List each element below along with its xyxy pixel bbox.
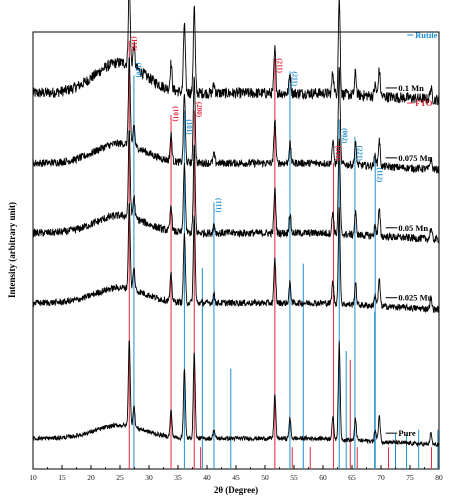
peak-label-1: (110) <box>134 63 142 78</box>
x-tick-label-1: 15 <box>58 473 66 482</box>
series-label-2: 0.05 Mn <box>398 223 428 233</box>
peak-label-6: (211) <box>275 58 283 73</box>
x-tick-label-11: 65 <box>348 473 356 482</box>
pattern-line-3 <box>32 202 440 314</box>
diffraction-patterns <box>32 0 440 448</box>
x-tick-label-3: 25 <box>116 473 124 482</box>
legend-entry-0: Rutile <box>415 30 437 40</box>
x-tick-label-10: 60 <box>319 473 327 482</box>
x-tick-label-14: 80 <box>435 473 443 482</box>
y-axis-title: Intensity (arbitrary unit) <box>7 202 17 298</box>
x-tick-label-4: 30 <box>145 473 153 482</box>
peak-label-2: (101) <box>172 106 180 122</box>
legend: Rutile FTO <box>407 30 438 108</box>
peak-label-7: (211) <box>290 71 298 86</box>
x-tick-label-12: 70 <box>377 473 385 482</box>
series-label-3: 0.025 Mn <box>398 293 432 303</box>
pattern-line-1 <box>32 57 440 174</box>
x-tick-label-6: 40 <box>203 473 211 482</box>
peak-label-8: (310) <box>334 146 342 162</box>
x-tick-label-0: 10 <box>29 473 37 482</box>
x-axis-ticks: 10 15 20 25 30 35 40 45 50 55 60 65 70 75 80 <box>29 465 443 482</box>
legend-entry-1: FTO <box>415 98 433 108</box>
x-tick-label-7: 45 <box>232 473 240 482</box>
plot-frame <box>32 31 440 470</box>
series-label-4: Pure <box>398 428 416 438</box>
peak-label-5: (111) <box>214 198 222 213</box>
peak-label-3: (101) <box>185 119 193 135</box>
peak-label-11: (112) <box>376 167 384 182</box>
x-tick-label-13: 75 <box>406 473 414 482</box>
pattern-line-4 <box>32 340 440 448</box>
x-tick-label-2: 20 <box>87 473 95 482</box>
x-tick-label-5: 35 <box>174 473 182 482</box>
x-axis-title: 2θ (Degree) <box>214 485 258 495</box>
peak-label-9: (002) <box>340 128 348 144</box>
peak-label-0: (110) <box>130 36 138 51</box>
series-label-1: 0.075 Mn <box>398 153 432 163</box>
x-tick-label-8: 50 <box>261 473 269 482</box>
series-label-0: 0.1 Mn <box>398 83 424 93</box>
peak-labels: 0.1 Mn 0.075 Mn 0.05 Mn 0.025 Mn Pure (110) (1… <box>130 36 433 438</box>
pattern-line-0 <box>32 0 440 106</box>
pattern-line-2 <box>32 130 440 244</box>
peak-label-4: (200) <box>195 102 203 118</box>
x-tick-label-9: 55 <box>290 473 298 482</box>
peak-label-10: (221) <box>355 146 363 162</box>
